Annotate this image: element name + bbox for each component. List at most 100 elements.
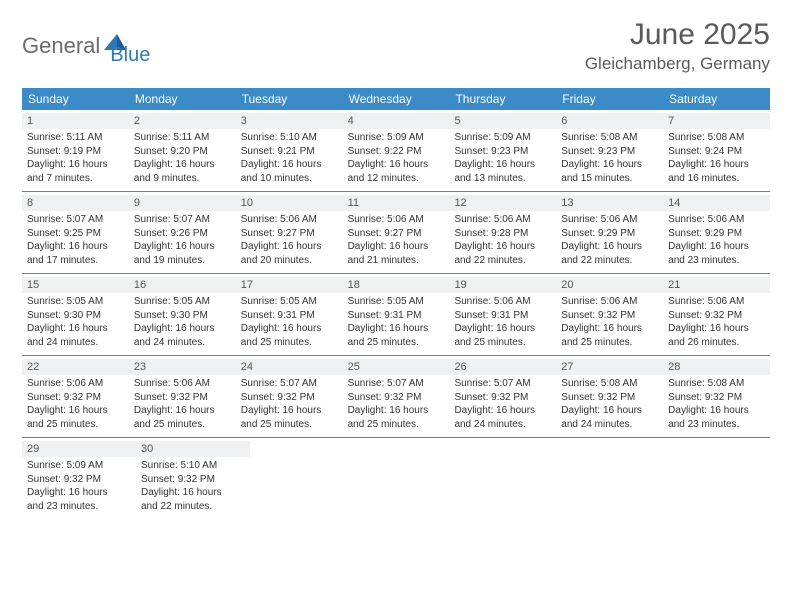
sunrise-text: Sunrise: 5:05 AM — [134, 295, 231, 309]
day-cell: 24Sunrise: 5:07 AMSunset: 9:32 PMDayligh… — [236, 356, 343, 437]
sunrise-text: Sunrise: 5:09 AM — [348, 131, 445, 145]
empty-cell — [562, 438, 666, 519]
sunrise-text: Sunrise: 5:09 AM — [454, 131, 551, 145]
daylight-text: and 25 minutes. — [241, 418, 338, 432]
daylight-text: and 13 minutes. — [454, 172, 551, 186]
day-number: 26 — [449, 359, 556, 375]
day-cell: 26Sunrise: 5:07 AMSunset: 9:32 PMDayligh… — [449, 356, 556, 437]
sunset-text: Sunset: 9:25 PM — [27, 227, 124, 241]
sunset-text: Sunset: 9:23 PM — [454, 145, 551, 159]
daylight-text: Daylight: 16 hours — [454, 240, 551, 254]
sunset-text: Sunset: 9:31 PM — [241, 309, 338, 323]
header: General Blue June 2025 Gleichamberg, Ger… — [22, 18, 770, 74]
daylight-text: Daylight: 16 hours — [561, 404, 658, 418]
daylight-text: Daylight: 16 hours — [668, 158, 765, 172]
sunrise-text: Sunrise: 5:06 AM — [668, 295, 765, 309]
sunset-text: Sunset: 9:24 PM — [668, 145, 765, 159]
daylight-text: and 20 minutes. — [241, 254, 338, 268]
sunrise-text: Sunrise: 5:06 AM — [454, 295, 551, 309]
sunrise-text: Sunrise: 5:06 AM — [668, 213, 765, 227]
day-header-row: Sunday Monday Tuesday Wednesday Thursday… — [22, 88, 770, 110]
sunrise-text: Sunrise: 5:06 AM — [561, 295, 658, 309]
day-number: 16 — [129, 277, 236, 293]
daylight-text: and 25 minutes. — [454, 336, 551, 350]
sunset-text: Sunset: 9:29 PM — [668, 227, 765, 241]
sunset-text: Sunset: 9:32 PM — [454, 391, 551, 405]
daylight-text: and 25 minutes. — [134, 418, 231, 432]
sunrise-text: Sunrise: 5:06 AM — [134, 377, 231, 391]
day-cell: 19Sunrise: 5:06 AMSunset: 9:31 PMDayligh… — [449, 274, 556, 355]
daylight-text: Daylight: 16 hours — [454, 322, 551, 336]
empty-cell — [666, 438, 770, 519]
sunrise-text: Sunrise: 5:08 AM — [668, 377, 765, 391]
logo: General Blue — [22, 18, 150, 67]
daylight-text: Daylight: 16 hours — [141, 486, 245, 500]
daylight-text: Daylight: 16 hours — [561, 158, 658, 172]
day-cell: 22Sunrise: 5:06 AMSunset: 9:32 PMDayligh… — [22, 356, 129, 437]
sunrise-text: Sunrise: 5:11 AM — [27, 131, 124, 145]
day-header-sat: Saturday — [663, 88, 770, 110]
day-cell: 12Sunrise: 5:06 AMSunset: 9:28 PMDayligh… — [449, 192, 556, 273]
daylight-text: Daylight: 16 hours — [27, 486, 131, 500]
daylight-text: Daylight: 16 hours — [454, 158, 551, 172]
daylight-text: Daylight: 16 hours — [241, 404, 338, 418]
day-header-tue: Tuesday — [236, 88, 343, 110]
day-cell: 13Sunrise: 5:06 AMSunset: 9:29 PMDayligh… — [556, 192, 663, 273]
month-title: June 2025 — [585, 18, 770, 52]
day-number: 1 — [22, 113, 129, 129]
daylight-text: and 23 minutes. — [668, 418, 765, 432]
daylight-text: and 26 minutes. — [668, 336, 765, 350]
sunrise-text: Sunrise: 5:08 AM — [561, 377, 658, 391]
day-cell: 2Sunrise: 5:11 AMSunset: 9:20 PMDaylight… — [129, 110, 236, 191]
day-number: 19 — [449, 277, 556, 293]
title-block: June 2025 Gleichamberg, Germany — [585, 18, 770, 74]
daylight-text: Daylight: 16 hours — [561, 240, 658, 254]
day-cell: 18Sunrise: 5:05 AMSunset: 9:31 PMDayligh… — [343, 274, 450, 355]
day-number: 8 — [22, 195, 129, 211]
sunrise-text: Sunrise: 5:11 AM — [134, 131, 231, 145]
day-number: 2 — [129, 113, 236, 129]
daylight-text: Daylight: 16 hours — [134, 322, 231, 336]
daylight-text: Daylight: 16 hours — [348, 404, 445, 418]
day-cell: 6Sunrise: 5:08 AMSunset: 9:23 PMDaylight… — [556, 110, 663, 191]
sunset-text: Sunset: 9:26 PM — [134, 227, 231, 241]
daylight-text: and 24 minutes. — [454, 418, 551, 432]
daylight-text: and 23 minutes. — [668, 254, 765, 268]
day-cell: 1Sunrise: 5:11 AMSunset: 9:19 PMDaylight… — [22, 110, 129, 191]
day-number: 15 — [22, 277, 129, 293]
daylight-text: and 24 minutes. — [134, 336, 231, 350]
sunset-text: Sunset: 9:32 PM — [27, 473, 131, 487]
empty-cell — [354, 438, 458, 519]
daylight-text: and 25 minutes. — [241, 336, 338, 350]
sunrise-text: Sunrise: 5:10 AM — [241, 131, 338, 145]
day-cell: 28Sunrise: 5:08 AMSunset: 9:32 PMDayligh… — [663, 356, 770, 437]
sunset-text: Sunset: 9:23 PM — [561, 145, 658, 159]
day-cell: 25Sunrise: 5:07 AMSunset: 9:32 PMDayligh… — [343, 356, 450, 437]
daylight-text: and 7 minutes. — [27, 172, 124, 186]
day-header-wed: Wednesday — [343, 88, 450, 110]
sunrise-text: Sunrise: 5:06 AM — [454, 213, 551, 227]
day-number: 13 — [556, 195, 663, 211]
daylight-text: and 25 minutes. — [348, 418, 445, 432]
day-cell: 3Sunrise: 5:10 AMSunset: 9:21 PMDaylight… — [236, 110, 343, 191]
daylight-text: Daylight: 16 hours — [134, 240, 231, 254]
day-cell: 30Sunrise: 5:10 AMSunset: 9:32 PMDayligh… — [136, 438, 250, 519]
day-number: 21 — [663, 277, 770, 293]
daylight-text: and 25 minutes. — [27, 418, 124, 432]
daylight-text: Daylight: 16 hours — [668, 404, 765, 418]
sunset-text: Sunset: 9:19 PM — [27, 145, 124, 159]
day-cell: 4Sunrise: 5:09 AMSunset: 9:22 PMDaylight… — [343, 110, 450, 191]
day-cell: 10Sunrise: 5:06 AMSunset: 9:27 PMDayligh… — [236, 192, 343, 273]
daylight-text: and 9 minutes. — [134, 172, 231, 186]
empty-cell — [250, 438, 354, 519]
daylight-text: Daylight: 16 hours — [134, 158, 231, 172]
day-number: 30 — [136, 441, 250, 457]
logo-text-blue: Blue — [110, 44, 150, 67]
day-number: 3 — [236, 113, 343, 129]
daylight-text: and 19 minutes. — [134, 254, 231, 268]
week-row: 22Sunrise: 5:06 AMSunset: 9:32 PMDayligh… — [22, 356, 770, 438]
sunset-text: Sunset: 9:32 PM — [668, 309, 765, 323]
location: Gleichamberg, Germany — [585, 54, 770, 74]
daylight-text: Daylight: 16 hours — [241, 158, 338, 172]
daylight-text: and 23 minutes. — [27, 500, 131, 514]
